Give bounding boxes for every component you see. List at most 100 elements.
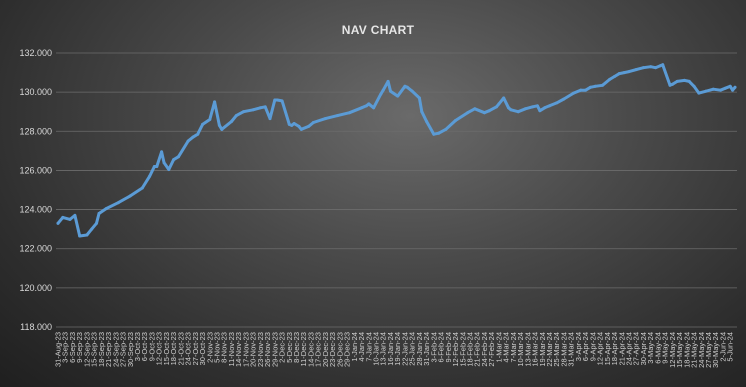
x-tick-label: 12-Oct-23 bbox=[155, 332, 164, 365]
nav-data-point bbox=[613, 74, 617, 78]
x-tick-label: 9-Sep-23 bbox=[75, 332, 84, 363]
nav-data-point bbox=[251, 108, 255, 112]
x-tick-label: 24-Sep-23 bbox=[111, 332, 120, 367]
x-tick-label: 26-Nov-23 bbox=[263, 332, 272, 367]
x-tick-label: 18-Sep-23 bbox=[97, 332, 106, 367]
nav-data-point bbox=[213, 100, 217, 104]
nav-data-point bbox=[432, 132, 436, 136]
x-tick-label: 5-Nov-23 bbox=[213, 332, 222, 363]
x-tick-label: 12-Feb-24 bbox=[451, 332, 460, 367]
nav-data-point bbox=[572, 91, 576, 95]
y-tick-label: 132.000 bbox=[19, 48, 52, 58]
y-axis-tick-labels: 118.000 120.000 122.000 124.000 126.000 128.0… bbox=[19, 48, 52, 332]
x-tick-label: 27-Feb-24 bbox=[487, 332, 496, 367]
x-tick-label: 9-May-24 bbox=[661, 332, 670, 364]
x-tick-label: 21-Sep-23 bbox=[104, 332, 113, 367]
x-tick-label: 8-Nov-23 bbox=[220, 332, 229, 363]
nav-data-point bbox=[444, 127, 448, 131]
x-tick-label: 15-Sep-23 bbox=[90, 332, 99, 367]
nav-data-point bbox=[682, 78, 686, 82]
nav-data-point bbox=[263, 105, 267, 109]
x-tick-label: 6-Sep-23 bbox=[68, 332, 77, 363]
nav-data-point bbox=[627, 70, 631, 74]
x-tick-label: 12-Sep-23 bbox=[82, 332, 91, 367]
nav-data-point bbox=[516, 110, 520, 114]
nav-data-point bbox=[152, 165, 156, 169]
nav-data-point bbox=[242, 110, 246, 114]
x-tick-label: 3-Apr-24 bbox=[574, 332, 583, 361]
nav-data-point bbox=[579, 88, 583, 92]
x-tick-label: 25-Jan-24 bbox=[408, 332, 417, 366]
nav-data-point bbox=[608, 77, 612, 81]
x-tick-label: 30-Apr-24 bbox=[639, 332, 648, 365]
y-tick-label: 130.000 bbox=[19, 87, 52, 97]
nav-data-point bbox=[155, 165, 159, 169]
x-tick-label: 5-Jun-24 bbox=[726, 332, 735, 362]
nav-data-point bbox=[523, 107, 527, 111]
nav-data-point bbox=[335, 114, 339, 118]
nav-data-point bbox=[367, 102, 371, 106]
x-tick-label: 27-Sep-23 bbox=[119, 332, 128, 367]
x-tick-label: 21-May-24 bbox=[690, 332, 699, 368]
x-tick-label: 17-Dec-23 bbox=[314, 332, 323, 367]
x-tick-label: 18-May-24 bbox=[682, 332, 691, 368]
nav-data-point bbox=[454, 119, 458, 123]
x-tick-label: 6-May-24 bbox=[653, 332, 662, 364]
nav-data-point bbox=[379, 92, 383, 96]
x-tick-label: 30-Sep-23 bbox=[126, 332, 135, 367]
series-layer bbox=[56, 63, 737, 238]
nav-data-point bbox=[388, 89, 392, 93]
x-tick-label: 12-May-24 bbox=[668, 332, 677, 368]
nav-data-point bbox=[538, 109, 542, 113]
nav-data-point bbox=[396, 94, 400, 98]
x-tick-label: 2-Nov-23 bbox=[205, 332, 214, 363]
x-tick-label: 18-Oct-23 bbox=[169, 332, 178, 365]
chart-title: NAV CHART bbox=[342, 23, 415, 37]
y-tick-label: 126.000 bbox=[19, 165, 52, 175]
nav-data-point bbox=[381, 88, 385, 92]
x-tick-label: 9-Oct-23 bbox=[147, 332, 156, 361]
nav-data-point bbox=[723, 86, 727, 90]
x-tick-label: 9-Apr-24 bbox=[588, 332, 597, 361]
nav-data-point bbox=[531, 105, 535, 109]
nav-data-point bbox=[234, 114, 238, 118]
nav-data-point bbox=[420, 110, 424, 114]
nav-data-point bbox=[543, 106, 547, 110]
nav-data-point bbox=[535, 104, 539, 108]
nav-data-point bbox=[273, 98, 277, 102]
nav-data-point bbox=[661, 63, 665, 67]
nav-data-point bbox=[731, 88, 735, 92]
x-tick-label: 21-Feb-24 bbox=[473, 332, 482, 367]
x-tick-label: 19-Mar-24 bbox=[538, 332, 547, 367]
x-tick-label: 6-Oct-23 bbox=[140, 332, 149, 361]
x-tick-label: 30-May-24 bbox=[711, 332, 720, 368]
x-tick-label: 13-Jan-24 bbox=[379, 332, 388, 366]
nav-data-point bbox=[386, 79, 390, 83]
nav-data-point bbox=[85, 233, 89, 237]
nav-data-point bbox=[509, 108, 513, 112]
x-tick-label: 27-Oct-23 bbox=[191, 332, 200, 365]
nav-data-point bbox=[167, 167, 171, 171]
nav-data-point bbox=[73, 213, 77, 217]
nav-data-point bbox=[482, 111, 486, 115]
nav-data-point bbox=[733, 85, 737, 89]
x-tick-label: 31-Mar-24 bbox=[567, 332, 576, 367]
x-tick-label: 29-Dec-23 bbox=[343, 332, 352, 367]
nav-data-point bbox=[653, 66, 657, 70]
x-tick-label: 26-Dec-23 bbox=[335, 332, 344, 367]
x-tick-label: 15-Oct-23 bbox=[162, 332, 171, 365]
nav-data-point bbox=[258, 106, 262, 110]
nav-data-point bbox=[497, 102, 501, 106]
x-tick-label: 29-Nov-23 bbox=[270, 332, 279, 367]
x-tick-label: 15-Feb-24 bbox=[458, 332, 467, 367]
nav-data-point bbox=[292, 121, 296, 125]
x-tick-label: 2-Dec-23 bbox=[278, 332, 287, 363]
x-tick-label: 19-Jan-24 bbox=[393, 332, 402, 366]
nav-data-point bbox=[104, 207, 108, 211]
nav-data-point bbox=[622, 71, 626, 75]
x-tick-label: 8-Dec-23 bbox=[292, 332, 301, 363]
nav-data-point bbox=[692, 84, 696, 88]
nav-data-point bbox=[160, 150, 164, 154]
y-tick-label: 122.000 bbox=[19, 244, 52, 254]
